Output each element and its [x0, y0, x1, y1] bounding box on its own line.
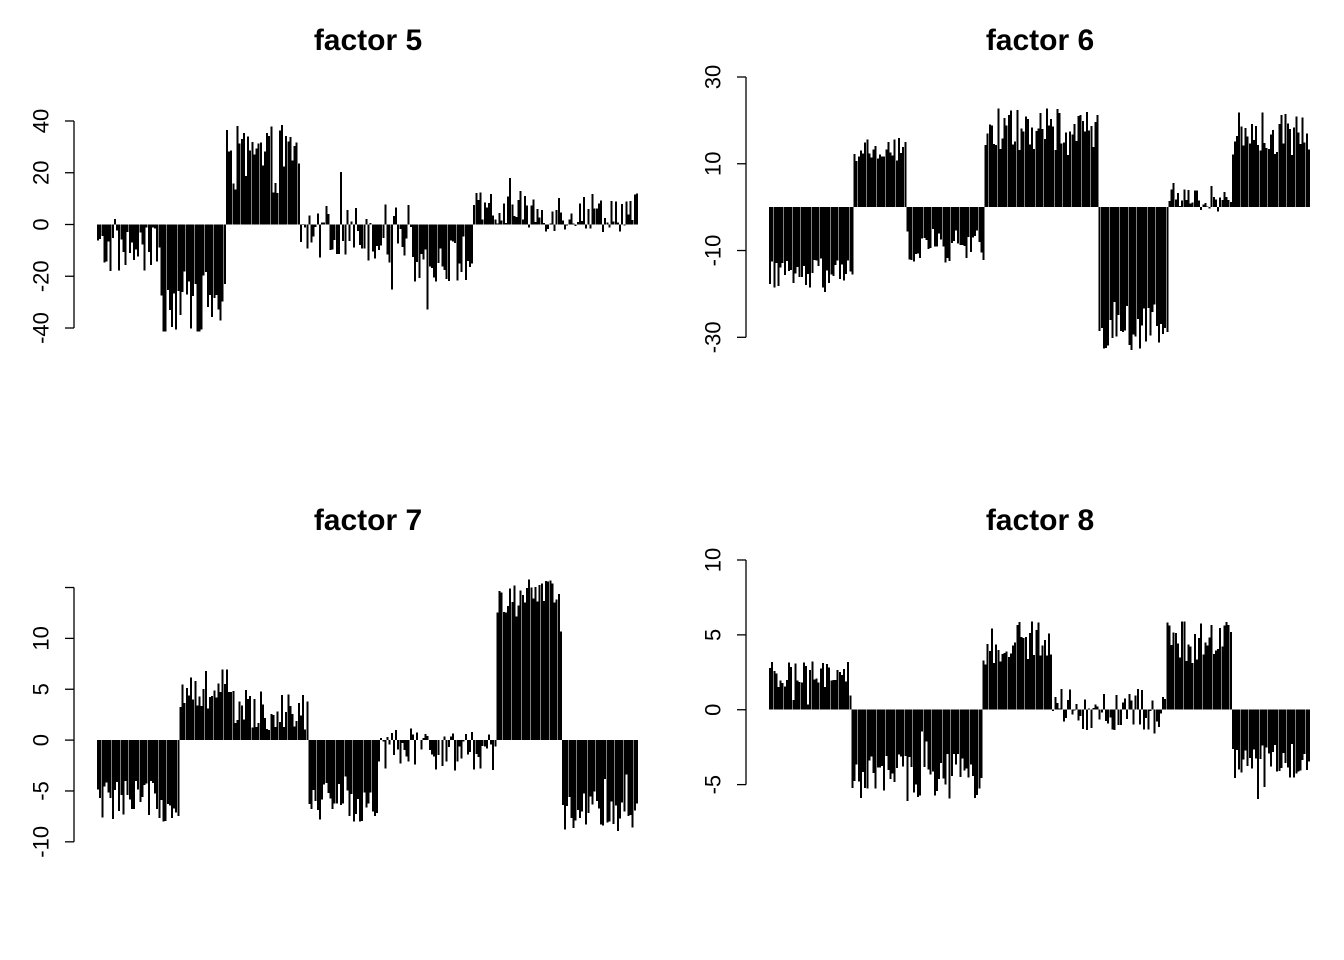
bar-series [97, 125, 638, 332]
y-tick-label: -5 [29, 781, 54, 801]
panel-title: factor 7 [314, 504, 422, 537]
y-tick-label: 0 [29, 734, 54, 746]
y-axis: -10 -5 0 5 10 [29, 586, 75, 858]
panel-title: factor 5 [314, 24, 422, 57]
y-axis: -40 -20 0 20 40 [29, 109, 75, 344]
y-tick-label: 30 [701, 65, 726, 89]
y-tick-label: 5 [701, 629, 726, 641]
bar-series [769, 108, 1310, 351]
y-tick-label: 40 [29, 109, 54, 133]
y-tick-label: -20 [29, 260, 54, 292]
y-tick-label: 10 [701, 152, 726, 176]
bar-series [97, 579, 638, 832]
panel-factor-7: factor 7 -10 -5 0 5 10 [29, 504, 638, 858]
y-tick-label: 5 [29, 683, 54, 695]
bar-series [769, 621, 1310, 802]
y-tick-label: -30 [701, 321, 726, 353]
y-tick-label: -5 [701, 775, 726, 795]
y-tick-label: 10 [701, 548, 726, 572]
y-tick-label: 20 [29, 161, 54, 185]
y-axis: -30 -10 10 30 [701, 65, 747, 353]
y-tick-label: 10 [29, 626, 54, 650]
y-tick-label: -10 [29, 826, 54, 858]
y-tick-label: -10 [701, 235, 726, 267]
y-tick-label: 0 [701, 704, 726, 716]
y-tick-label: 0 [29, 218, 54, 230]
y-axis: -5 0 5 10 [701, 548, 747, 795]
panel-factor-8: factor 8 -5 0 5 10 [701, 504, 1310, 802]
panel-factor-5: factor 5 -40 -20 0 20 40 [29, 24, 638, 344]
panel-title: factor 8 [986, 504, 1094, 537]
panel-title: factor 6 [986, 24, 1094, 57]
panel-factor-6: factor 6 -30 -10 10 30 [701, 24, 1310, 353]
y-tick-label: -40 [29, 312, 54, 344]
